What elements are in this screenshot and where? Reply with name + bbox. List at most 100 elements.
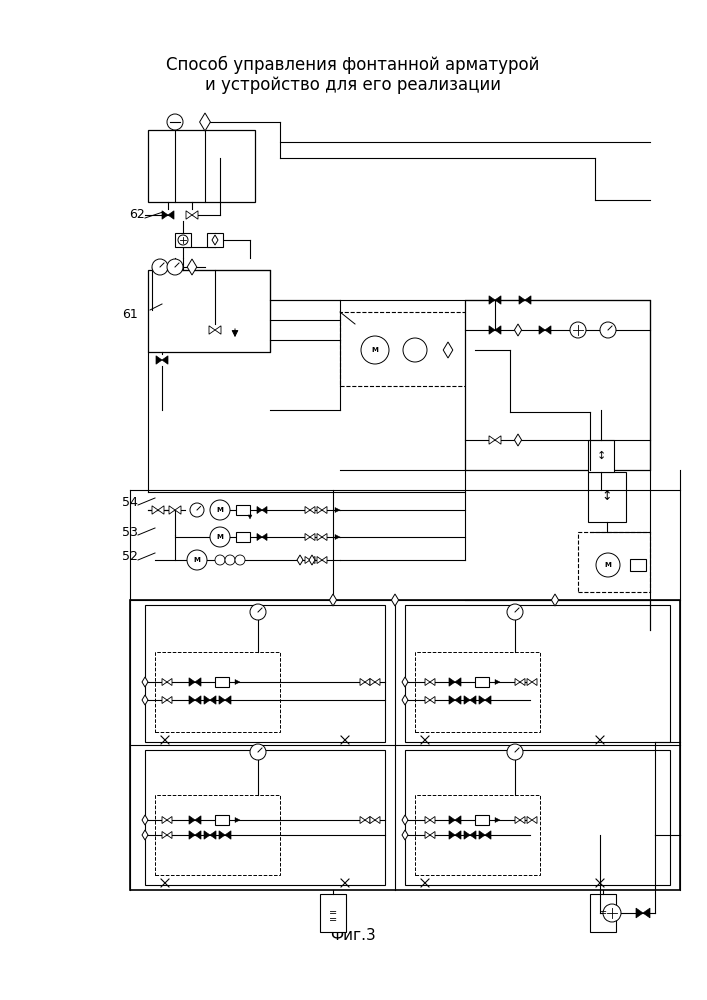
Bar [148, 130, 255, 202]
Bar [207, 233, 223, 247]
Polygon shape [297, 555, 303, 565]
Polygon shape [189, 816, 195, 824]
Polygon shape [317, 556, 322, 564]
Polygon shape [470, 831, 476, 839]
Bar [590, 894, 616, 932]
Polygon shape [527, 816, 532, 824]
Polygon shape [305, 534, 310, 540]
Polygon shape [162, 356, 168, 364]
Polygon shape [532, 816, 537, 824]
Polygon shape [322, 534, 327, 540]
Circle shape [507, 744, 523, 760]
Circle shape [167, 259, 183, 275]
Polygon shape [515, 678, 520, 686]
Polygon shape [248, 515, 252, 519]
Polygon shape [464, 831, 470, 839]
Bar [155, 652, 280, 732]
Circle shape [190, 503, 204, 517]
Polygon shape [210, 696, 216, 704]
Polygon shape [186, 211, 192, 219]
Polygon shape [192, 211, 198, 219]
Bar [588, 472, 626, 522]
Polygon shape [209, 326, 215, 334]
Circle shape [600, 322, 616, 338]
Polygon shape [425, 696, 430, 704]
Polygon shape [156, 356, 162, 364]
Polygon shape [335, 508, 340, 512]
Polygon shape [430, 816, 435, 824]
Bar [145, 605, 385, 742]
Polygon shape [310, 534, 315, 540]
Polygon shape [495, 818, 500, 822]
Bar [145, 750, 385, 885]
Bar [175, 233, 191, 247]
Polygon shape [495, 436, 501, 444]
Text: M: M [194, 557, 201, 563]
Polygon shape [495, 296, 501, 304]
Polygon shape [310, 556, 315, 564]
Polygon shape [636, 908, 643, 918]
Circle shape [187, 550, 207, 570]
Polygon shape [322, 556, 327, 564]
Polygon shape [204, 831, 210, 839]
Polygon shape [175, 506, 181, 514]
Polygon shape [525, 296, 531, 304]
Polygon shape [162, 832, 167, 838]
Polygon shape [449, 816, 455, 824]
Polygon shape [455, 696, 461, 704]
Polygon shape [370, 816, 375, 824]
Text: M: M [372, 347, 378, 353]
Polygon shape [470, 696, 476, 704]
Text: 53: 53 [122, 526, 138, 538]
Text: ↕: ↕ [602, 490, 612, 504]
Polygon shape [189, 678, 195, 686]
Polygon shape [360, 816, 365, 824]
Bar [415, 795, 540, 875]
Polygon shape [489, 296, 495, 304]
Polygon shape [430, 696, 435, 704]
Circle shape [403, 338, 427, 362]
Polygon shape [142, 695, 148, 705]
Polygon shape [189, 696, 195, 704]
Polygon shape [322, 506, 327, 514]
Polygon shape [425, 678, 430, 686]
Text: =: = [329, 915, 337, 925]
Circle shape [361, 336, 389, 364]
Circle shape [210, 500, 230, 520]
Text: =: = [599, 908, 607, 918]
Text: 52: 52 [122, 550, 138, 564]
Bar [630, 559, 646, 571]
Polygon shape [305, 556, 310, 564]
Circle shape [570, 322, 586, 338]
Bar [475, 815, 489, 825]
Bar [215, 815, 229, 825]
Polygon shape [449, 831, 455, 839]
Polygon shape [402, 815, 408, 825]
Bar [155, 795, 280, 875]
Polygon shape [167, 678, 172, 686]
Text: 54: 54 [122, 495, 138, 508]
Text: M: M [216, 507, 223, 513]
Polygon shape [520, 678, 525, 686]
Polygon shape [455, 678, 461, 686]
Polygon shape [142, 815, 148, 825]
Polygon shape [168, 211, 174, 219]
Polygon shape [195, 816, 201, 824]
Polygon shape [162, 696, 167, 704]
Polygon shape [402, 695, 408, 705]
Polygon shape [305, 506, 310, 514]
Polygon shape [430, 678, 435, 686]
Polygon shape [402, 830, 408, 840]
Polygon shape [329, 594, 337, 606]
Polygon shape [365, 816, 370, 824]
Polygon shape [515, 816, 520, 824]
Polygon shape [527, 678, 532, 686]
Polygon shape [455, 831, 461, 839]
Polygon shape [310, 506, 315, 514]
Polygon shape [219, 831, 225, 839]
Bar [475, 677, 489, 687]
Polygon shape [167, 696, 172, 704]
Text: 61: 61 [122, 308, 138, 322]
Text: и устройство для его реализации: и устройство для его реализации [205, 76, 501, 94]
Text: 62: 62 [129, 209, 145, 222]
